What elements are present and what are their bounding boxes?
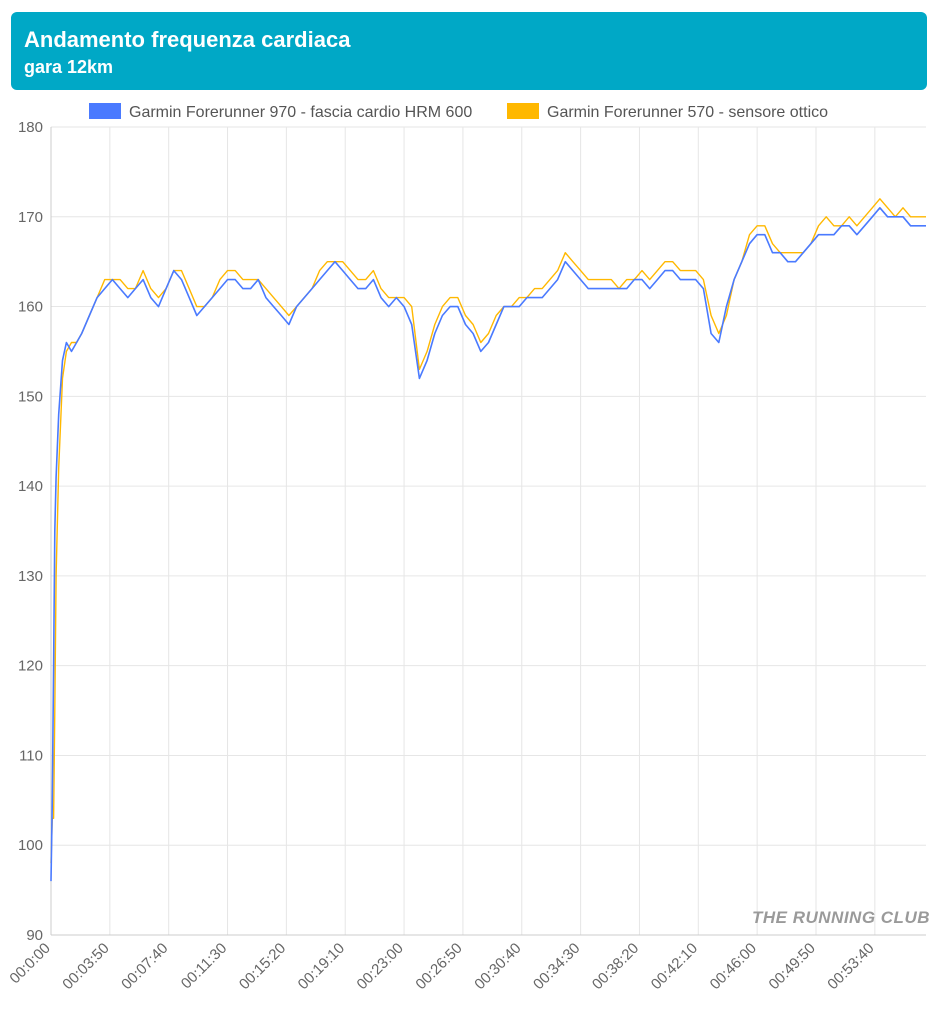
legend-label: Garmin Forerunner 570 - sensore ottico [547,104,828,121]
legend-swatch [89,103,121,119]
y-tick-label: 120 [18,658,43,675]
x-tick-label: 00:38:20 [589,940,642,993]
x-tick-label: 00:03:50 [59,940,112,993]
x-tick-label: 00:11:30 [178,940,231,993]
x-tick-label: 00:19:10 [295,940,348,993]
x-tick-label: 00:07:40 [118,940,171,993]
series-line-forerunner-970 [50,207,926,882]
x-tick-label: 00:26:50 [412,940,465,993]
y-tick-label: 170 [18,209,43,226]
x-tick-label: 00:30:40 [471,940,524,993]
y-tick-label: 180 [18,119,43,136]
series-line-forerunner-570 [50,198,926,864]
x-tick-label: 00:49:50 [766,940,819,993]
chart-header: Andamento frequenza cardiaca gara 12km [11,12,927,90]
chart-subtitle: gara 12km [24,57,114,77]
x-tick-label: 00:42:10 [648,940,701,993]
x-tick-label: 00:0:00 [6,940,53,987]
y-tick-label: 90 [26,927,43,944]
y-tick-label: 100 [18,837,43,854]
chart-title: Andamento frequenza cardiaca [24,27,351,52]
y-tick-label: 150 [18,388,43,405]
running-club-logo: THE RUNNING CLUB [752,908,930,927]
y-tick-label: 130 [18,568,43,585]
y-tick-label: 140 [18,478,43,495]
y-tick-label: 110 [19,747,43,764]
x-tick-label: 00:34:30 [530,940,583,993]
x-tick-label: 00:23:00 [354,940,407,993]
y-tick-label: 160 [18,299,43,316]
legend-label: Garmin Forerunner 970 - fascia cardio HR… [129,104,472,121]
legend-swatch [507,103,539,119]
x-tick-label: 00:15:20 [236,940,289,993]
x-tick-label: 00:53:40 [824,940,877,993]
x-tick-label: 00:46:00 [707,940,760,993]
